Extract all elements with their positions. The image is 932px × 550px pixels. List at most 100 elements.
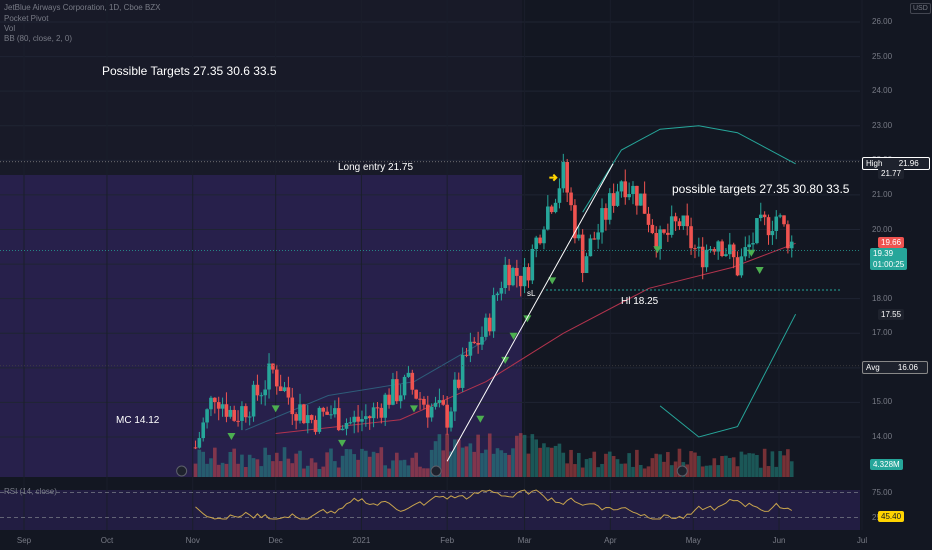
trend-line — [446, 163, 614, 462]
candle-body — [429, 406, 434, 418]
pocket-pivot-marker — [509, 332, 518, 340]
volume-bar — [395, 452, 399, 477]
volume-bar — [619, 463, 624, 477]
candle-body — [576, 234, 581, 239]
indicator-bb[interactable]: BB (80, close, 2, 0) — [4, 34, 73, 43]
volume-bar — [422, 468, 426, 477]
pocket-pivot-marker — [523, 315, 532, 323]
volume-bar — [499, 450, 504, 477]
candle-body — [758, 214, 763, 219]
candle-body — [329, 414, 333, 416]
pocket-pivot-marker — [338, 439, 347, 447]
candle-body — [274, 369, 279, 387]
pocket-pivot-marker — [747, 249, 756, 257]
candle-body — [774, 216, 779, 231]
volume-bar — [398, 460, 403, 477]
volume-bar — [356, 459, 360, 477]
volume-bar — [387, 468, 391, 477]
volume-bar — [247, 454, 252, 477]
candle-body — [607, 193, 612, 220]
candle-body — [507, 264, 511, 286]
entry-zone-top — [0, 0, 522, 175]
candle-body — [472, 341, 477, 343]
countdown: 01:00:25 — [873, 260, 905, 269]
candle-body — [247, 416, 252, 418]
candle-body — [302, 404, 306, 424]
candle-body — [325, 411, 329, 415]
candle-body — [724, 254, 728, 257]
volume-bar — [491, 453, 496, 477]
volume-bar — [286, 458, 291, 477]
volume-bar — [600, 463, 604, 477]
volume-bar — [507, 454, 511, 477]
candle-body — [379, 407, 384, 418]
indicator-vol[interactable]: Vol — [4, 24, 16, 33]
volume-bar — [669, 465, 674, 477]
volume-bar — [573, 464, 577, 477]
volume-bar — [487, 433, 492, 477]
y-tick-label: 18.00 — [872, 293, 893, 303]
candle-body — [240, 406, 244, 421]
volume-bar — [348, 449, 353, 477]
volume-bar — [511, 448, 515, 477]
candle-body — [391, 379, 395, 405]
candle-body — [747, 244, 751, 248]
candle-body — [580, 234, 585, 273]
currency-button[interactable]: USD — [910, 3, 931, 14]
candle-body — [697, 246, 701, 249]
candle-body — [480, 336, 484, 345]
volume-bar — [209, 458, 213, 477]
volume-bar — [576, 452, 581, 477]
volume-bar — [309, 458, 314, 477]
candle-body — [720, 241, 724, 257]
y-tick-label: 14.00 — [872, 432, 893, 441]
volume-bar — [530, 434, 535, 477]
volume-bar — [464, 446, 469, 477]
volume-bar — [604, 453, 608, 477]
candle-body — [693, 248, 697, 250]
volume-bar — [557, 443, 562, 477]
candle-body — [317, 407, 322, 432]
candle-body — [344, 422, 349, 429]
candle-body — [646, 213, 651, 225]
volume-bar — [460, 447, 465, 477]
volume-bar — [433, 441, 438, 477]
levels — [0, 161, 860, 462]
volume-bar — [789, 461, 794, 477]
last-price-tag: 19.39 01:00:25 — [870, 248, 908, 270]
long-entry-annotation: Long entry 21.75 — [338, 162, 414, 173]
targets-right-annotation: possible targets 27.35 30.80 33.5 — [672, 182, 850, 196]
candle-body — [584, 256, 589, 273]
indicator-pocket-pivot[interactable]: Pocket Pivot — [4, 14, 49, 23]
volume-bar — [298, 450, 302, 477]
candle-body — [635, 185, 639, 206]
candle-body — [193, 447, 198, 449]
candle-body — [364, 416, 368, 420]
green-level-tag: 17.55 — [878, 309, 905, 320]
candle-body — [286, 387, 291, 398]
volume-bar — [786, 449, 790, 477]
candle-body — [352, 416, 357, 423]
volume-bar — [418, 466, 422, 477]
volume-bar — [333, 461, 337, 477]
candle-body — [271, 363, 275, 370]
candle-body — [309, 415, 314, 420]
candle-body — [445, 404, 449, 428]
indicator-rsi[interactable]: RSI (14, close) — [4, 487, 57, 496]
red-price-tag: 19.66 — [878, 237, 905, 248]
candle-body — [406, 372, 411, 377]
volume-bar — [503, 452, 508, 477]
volume-bar — [278, 461, 283, 477]
candle-body — [766, 217, 771, 236]
x-tick-label: Feb — [440, 536, 455, 545]
candle-body — [731, 244, 736, 258]
candle-body — [631, 185, 635, 195]
candle-body — [360, 419, 364, 422]
candle-body — [449, 411, 453, 428]
y-tick-label: 15.00 — [872, 397, 893, 407]
pocket-pivot-marker — [227, 433, 236, 440]
candle-body — [778, 215, 782, 217]
candle-body — [348, 422, 353, 424]
candle-body — [611, 193, 616, 206]
